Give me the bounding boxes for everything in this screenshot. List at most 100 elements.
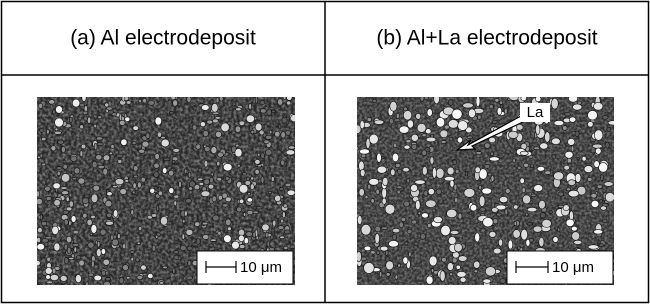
grain — [397, 190, 401, 194]
grain — [113, 210, 118, 218]
grain — [393, 234, 397, 240]
grain — [60, 276, 67, 282]
grain — [407, 229, 412, 233]
grain — [261, 153, 265, 159]
grain — [235, 126, 241, 133]
grain — [117, 154, 123, 157]
grain — [455, 169, 459, 174]
grain — [403, 110, 411, 120]
grain — [505, 189, 510, 194]
grain — [154, 163, 160, 168]
grain — [567, 158, 571, 163]
grain — [188, 172, 191, 177]
grain — [216, 97, 219, 103]
grain — [377, 153, 382, 162]
grain — [278, 99, 283, 106]
grain — [75, 275, 81, 283]
grain — [567, 188, 571, 191]
grain — [217, 178, 222, 182]
grain — [154, 172, 159, 178]
grain — [376, 189, 379, 194]
grain — [397, 186, 402, 189]
grain — [563, 205, 569, 211]
grain — [457, 271, 466, 277]
grain — [374, 120, 384, 124]
grain — [285, 131, 290, 136]
grain — [290, 245, 296, 248]
grain — [454, 184, 457, 190]
grain — [57, 171, 60, 175]
grain — [255, 97, 258, 104]
grain — [553, 237, 558, 243]
grain — [488, 173, 492, 176]
grain — [141, 265, 147, 270]
grain — [187, 276, 193, 280]
grain — [269, 130, 272, 134]
grain — [284, 246, 288, 249]
grain — [382, 177, 388, 185]
grain — [600, 199, 603, 202]
grain — [36, 191, 40, 197]
grain — [45, 186, 51, 191]
grain — [239, 184, 248, 193]
grain — [426, 137, 436, 142]
grain — [279, 125, 281, 129]
grain — [469, 212, 472, 215]
grain — [211, 147, 217, 154]
grain — [132, 142, 136, 145]
grain — [210, 177, 214, 183]
grain — [80, 103, 85, 107]
grain — [371, 199, 374, 204]
grain — [74, 168, 80, 174]
panel-header: (a) Al electrodeposit — [70, 27, 256, 50]
grain — [514, 205, 519, 209]
grain — [185, 211, 188, 216]
grain — [575, 173, 581, 182]
grain — [71, 156, 77, 162]
grain — [268, 191, 271, 193]
grain — [386, 273, 390, 277]
grain — [448, 100, 453, 106]
grain — [436, 168, 444, 178]
grain — [377, 166, 386, 173]
grain — [518, 246, 521, 250]
grain — [91, 194, 98, 203]
grain — [94, 143, 97, 150]
grain — [92, 261, 95, 267]
grain — [450, 273, 453, 276]
grain — [92, 161, 97, 168]
grain — [422, 134, 426, 137]
grain — [107, 192, 113, 196]
grain — [379, 272, 382, 277]
grain — [600, 175, 603, 181]
grain — [61, 173, 69, 182]
grain — [417, 123, 426, 132]
grain — [500, 101, 503, 104]
grain — [582, 157, 586, 162]
grain — [54, 199, 61, 206]
grain — [155, 153, 160, 159]
grain — [256, 206, 262, 209]
panel-header: (b) Al+La electrodeposit — [376, 27, 597, 50]
grain — [607, 127, 611, 131]
grain — [426, 129, 432, 134]
grain — [215, 131, 221, 137]
grain — [540, 213, 546, 219]
grain — [594, 230, 603, 234]
grain — [360, 121, 364, 129]
grain — [420, 95, 424, 101]
grain — [182, 219, 185, 223]
grain — [448, 283, 453, 287]
grain — [213, 215, 220, 221]
grain — [225, 219, 231, 226]
grain — [131, 210, 134, 215]
grain — [121, 139, 127, 146]
grain — [133, 183, 136, 189]
grain — [460, 277, 466, 282]
grain — [375, 233, 380, 243]
grain — [447, 167, 454, 175]
grain — [87, 219, 92, 225]
grain — [552, 138, 561, 145]
grain — [283, 95, 286, 99]
grain — [249, 104, 252, 110]
